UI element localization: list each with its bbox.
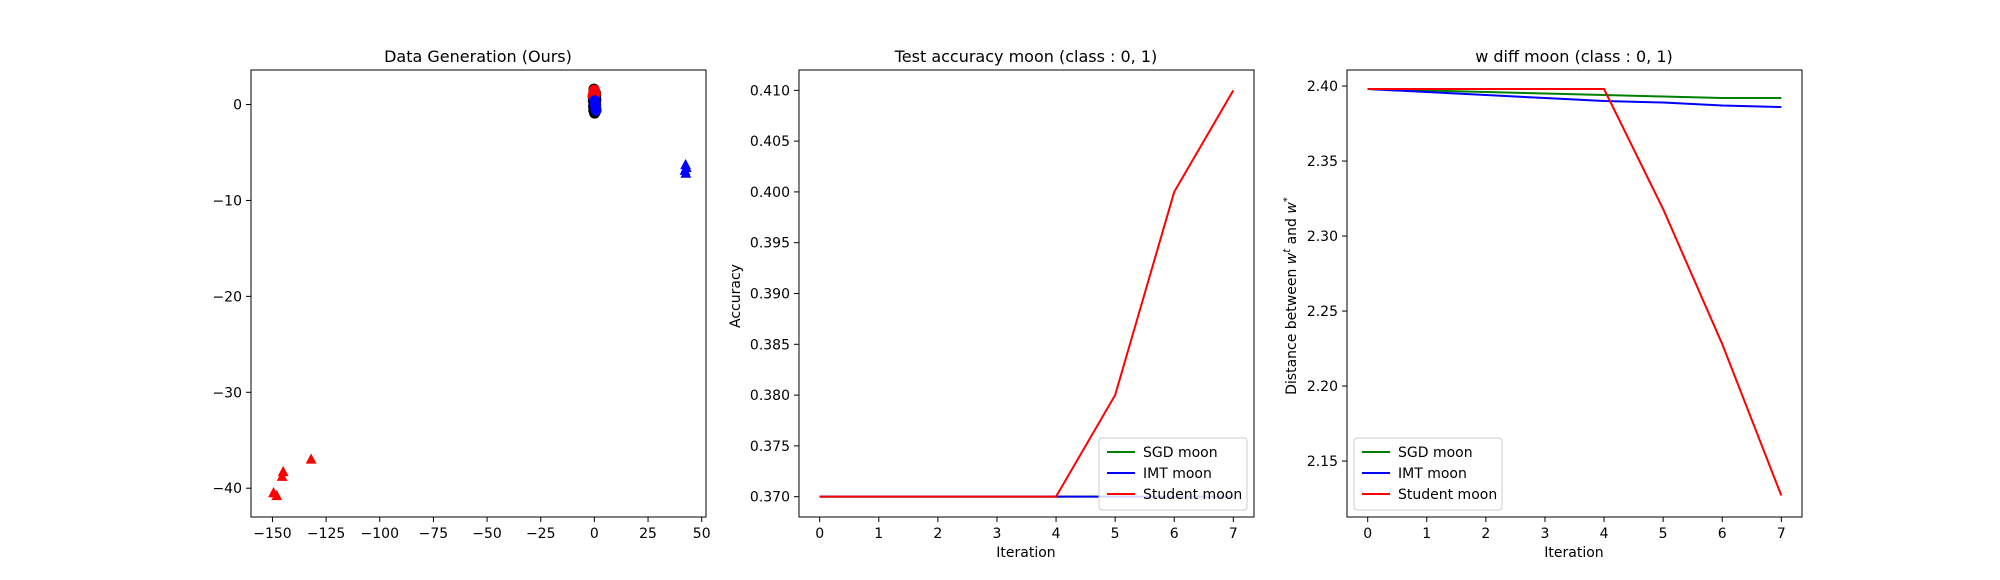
y-tick-label: 0.400 (750, 185, 790, 201)
panel3-xlabel: Iteration (1544, 545, 1603, 561)
series-line (1367, 88, 1782, 100)
legend-box (1098, 437, 1248, 511)
y-tick-label: 2.25 (1307, 304, 1338, 320)
y-tick-label: −40 (212, 481, 242, 497)
ylabel-part: * (1282, 197, 1293, 202)
y-tick-label: 2.40 (1307, 79, 1338, 95)
x-tick-label: 25 (639, 526, 657, 542)
x-tick-label: 3 (992, 526, 1001, 542)
panel-data-generation: Data Generation (Ours) −150 −125 −100 −75 −5… (212, 47, 710, 542)
x-tick-label: 2 (1481, 526, 1490, 542)
panel3-plot-area: 0 1 2 3 4 5 6 7 2.15 2.20 2.25 2.30 2.35 2.40 SGD moon… (1307, 69, 1803, 542)
scatter-point-triangle (276, 470, 288, 481)
panel-w-diff: w diff moon (class : 0, 1) Iteration Dis… (1282, 47, 1803, 561)
scatter-point-triangle (271, 489, 283, 501)
panel2-title: Test accuracy moon (class : 0, 1) (894, 47, 1158, 66)
axes-frame (1346, 69, 1803, 518)
x-tick-label: 1 (1422, 526, 1431, 542)
y-tick-label: 0.410 (750, 83, 790, 99)
y-tick-label: 0.370 (750, 490, 790, 506)
scatter-point-triangle (680, 161, 692, 173)
panel2-ylabel: Accuracy (728, 264, 744, 328)
y-tick-label: −10 (212, 193, 242, 209)
x-tick-label: 50 (693, 526, 711, 542)
legend-label: SGD moon (1143, 445, 1218, 461)
x-tick-label: 0 (590, 526, 599, 542)
x-tick-label: 7 (1229, 526, 1238, 542)
panel-test-accuracy: Test accuracy moon (class : 0, 1) Iterat… (728, 47, 1255, 561)
ylabel-part: t (1282, 248, 1293, 253)
scatter-point-triangle (305, 453, 317, 464)
y-tick-label: −30 (212, 385, 242, 401)
x-tick-label: 6 (1718, 526, 1727, 542)
series-line (819, 89, 1235, 498)
legend: SGD moon IMT moon Student moon (1353, 437, 1503, 511)
x-tick-label: 4 (1600, 526, 1609, 542)
x-tick-label: −50 (472, 526, 502, 542)
axes-frame (250, 69, 707, 518)
x-tick-label: −125 (307, 526, 345, 542)
y-tick-label: 0.395 (750, 236, 790, 252)
series-line (1367, 88, 1783, 496)
x-tick-label: 4 (1052, 526, 1061, 542)
x-tick-label: 0 (815, 526, 824, 542)
legend-label: IMT moon (1398, 466, 1467, 482)
y-tick-label: 2.20 (1307, 379, 1338, 395)
scatter-point (589, 95, 601, 107)
x-tick-label: 0 (1363, 526, 1372, 542)
y-tick-label: 2.15 (1307, 454, 1338, 470)
y-tick-label: 0.375 (750, 439, 790, 455)
panel3-title: w diff moon (class : 0, 1) (1475, 47, 1673, 66)
x-tick-label: 3 (1540, 526, 1549, 542)
legend: SGD moon IMT moon Student moon (1098, 437, 1248, 511)
y-tick-label: 0.380 (750, 388, 790, 404)
legend-label: Student moon (1398, 487, 1497, 503)
ylabel-part: w (1284, 252, 1300, 264)
x-tick-label: −150 (253, 526, 291, 542)
y-tick-label: 2.30 (1307, 229, 1338, 245)
ylabel-part: w (1284, 202, 1300, 214)
y-tick-label: 0.405 (750, 134, 790, 150)
x-tick-label: −75 (419, 526, 449, 542)
legend-box (1353, 437, 1503, 511)
panel2-xlabel: Iteration (996, 545, 1055, 561)
ylabel-part: Distance between (1284, 264, 1300, 395)
x-tick-label: −25 (526, 526, 556, 542)
y-tick-label: 2.35 (1307, 154, 1338, 170)
legend-label: IMT moon (1143, 466, 1212, 482)
y-tick-label: −20 (212, 289, 242, 305)
y-tick-label: 0.385 (750, 337, 790, 353)
x-tick-label: 5 (1111, 526, 1120, 542)
ylabel-part: and (1284, 214, 1300, 249)
x-tick-label: 6 (1170, 526, 1179, 542)
y-tick-label: 0 (233, 98, 242, 114)
x-tick-label: −100 (361, 526, 399, 542)
scatter-point (590, 104, 602, 116)
scatter-point-triangle (680, 167, 692, 178)
panel1-plot-area: −150 −125 −100 −75 −50 −25 0 25 50 0 −10 −20 −30 −40 (212, 69, 711, 542)
panel3-ylabel: Distance between wt and w* (1282, 197, 1300, 395)
panel2-plot-area: 0 1 2 3 4 5 6 7 0.370 0.375 0.380 0.385 0.390 0.395 0.… (750, 69, 1255, 542)
x-tick-label: 1 (874, 526, 883, 542)
scatter-point-triangle (277, 465, 289, 477)
y-tick-label: 0.390 (750, 287, 790, 303)
series-line (1367, 88, 1782, 109)
x-tick-label: 5 (1659, 526, 1668, 542)
x-tick-label: 7 (1777, 526, 1786, 542)
x-tick-label: 2 (933, 526, 942, 542)
legend-label: SGD moon (1398, 445, 1473, 461)
panel1-title: Data Generation (Ours) (384, 47, 572, 66)
legend-label: Student moon (1143, 487, 1242, 503)
